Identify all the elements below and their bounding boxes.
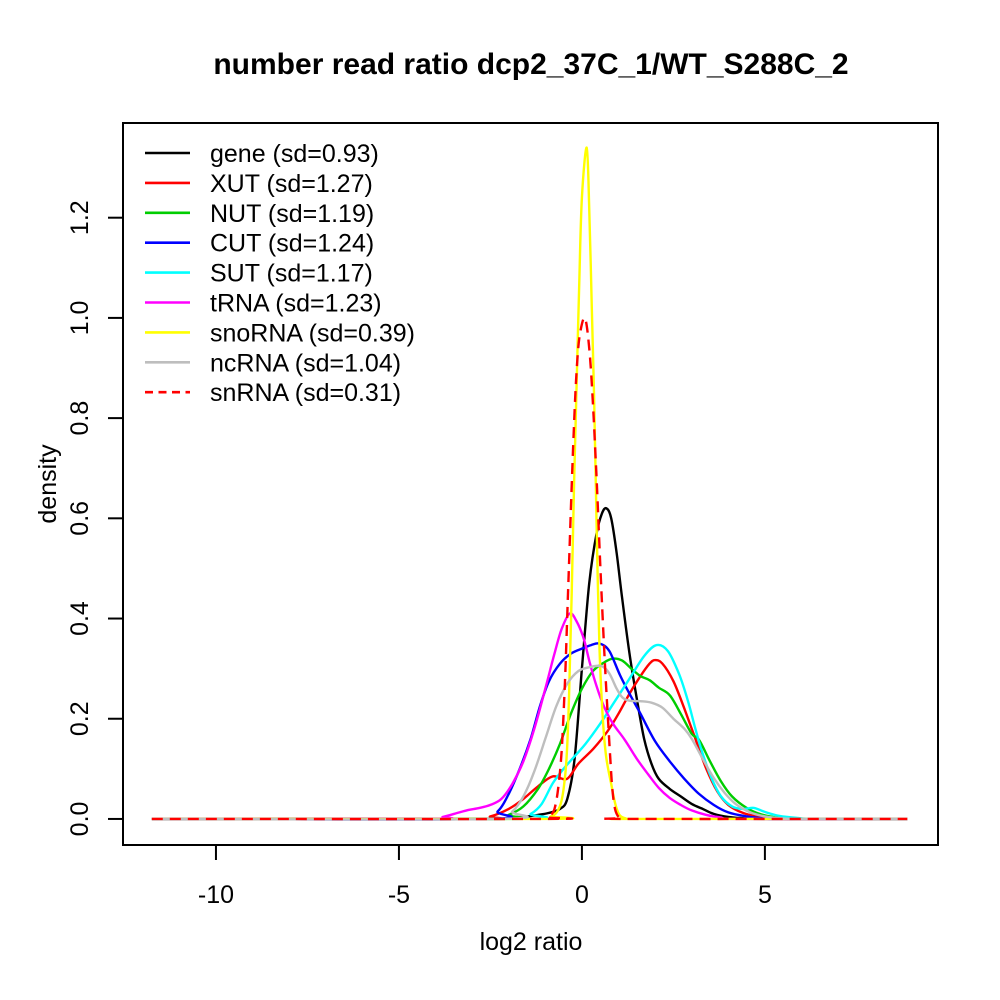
legend-item-ncRNA: ncRNA (sd=1.04): [145, 349, 401, 377]
y-tick-label: 0.4: [66, 601, 94, 636]
x-tick-label: -10: [198, 881, 234, 909]
legend-item-NUT: NUT (sd=1.19): [145, 200, 374, 228]
curve-SUT: [151, 643, 908, 821]
legend-label-CUT: CUT (sd=1.24): [210, 230, 374, 258]
curve-tRNA: [151, 612, 908, 821]
x-tick-label: -5: [388, 881, 410, 909]
curve-ncRNA: [151, 664, 908, 821]
legend-label-tRNA: tRNA (sd=1.23): [210, 290, 382, 318]
legend-label-SUT: SUT (sd=1.17): [210, 260, 373, 288]
legend-label-gene: gene (sd=0.93): [210, 140, 379, 168]
plot-frame: [122, 122, 939, 846]
x-tick-label: 0: [575, 881, 589, 909]
legend-item-SUT: SUT (sd=1.17): [145, 260, 373, 288]
curve-NUT: [151, 657, 908, 821]
legend-label-NUT: NUT (sd=1.19): [210, 200, 374, 228]
y-tick-label: 0.0: [66, 802, 94, 837]
legend-item-gene: gene (sd=0.93): [145, 140, 379, 168]
y-tick-label: 0.2: [66, 701, 94, 736]
legend-label-snoRNA: snoRNA (sd=0.39): [210, 319, 415, 347]
x-tick-label: 5: [758, 881, 772, 909]
y-tick-label: 0.8: [66, 401, 94, 436]
legend-item-tRNA: tRNA (sd=1.23): [145, 290, 382, 318]
x-axis-label: log2 ratio: [480, 928, 583, 956]
y-tick-label: 1.2: [66, 200, 94, 235]
curve-snRNA: [151, 316, 908, 821]
curve-snoRNA: [151, 146, 908, 821]
legend-item-CUT: CUT (sd=1.24): [145, 230, 374, 258]
legend-label-ncRNA: ncRNA (sd=1.04): [210, 349, 401, 377]
legend: gene (sd=0.93)XUT (sd=1.27)NUT (sd=1.19)…: [145, 140, 415, 407]
y-tick-label: 0.6: [66, 501, 94, 536]
curve-gene: [151, 506, 908, 821]
legend-item-XUT: XUT (sd=1.27): [145, 170, 373, 198]
legend-label-XUT: XUT (sd=1.27): [210, 170, 373, 198]
y-axis-label: density: [34, 444, 62, 524]
y-tick-label: 1.0: [66, 301, 94, 336]
legend-item-snRNA: snRNA (sd=0.31): [145, 379, 401, 407]
chart-title: number read ratio dcp2_37C_1/WT_S288C_2: [213, 48, 848, 81]
legend-label-snRNA: snRNA (sd=0.31): [210, 379, 401, 407]
legend-item-snoRNA: snoRNA (sd=0.39): [145, 319, 415, 347]
